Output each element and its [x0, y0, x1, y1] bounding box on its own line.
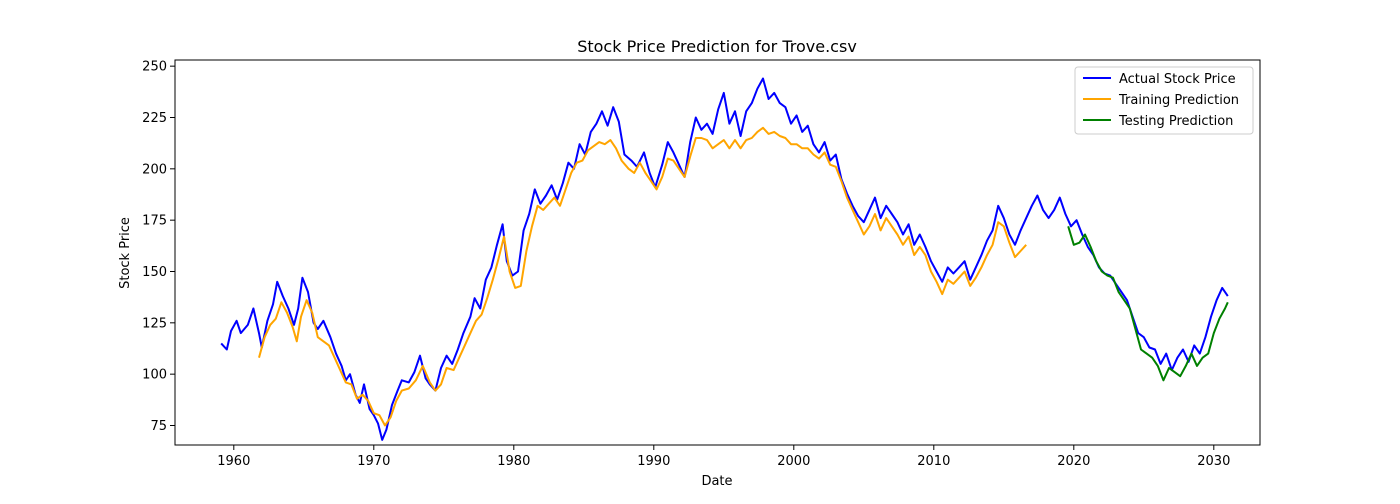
- y-tick-label: 100: [142, 368, 167, 383]
- series-line-2: [1067, 226, 1229, 382]
- y-tick-label: 175: [142, 214, 167, 229]
- y-tick-label: 75: [150, 419, 167, 434]
- y-tick-label: 200: [142, 162, 167, 177]
- y-tick-label: 250: [142, 60, 167, 75]
- y-tick-label: 225: [142, 111, 167, 126]
- x-tick-label: 1960: [217, 454, 250, 469]
- x-tick-label: 1990: [637, 454, 670, 469]
- x-tick-label: 1970: [357, 454, 390, 469]
- series-line-0: [220, 77, 1229, 441]
- y-tick-label: 125: [142, 316, 167, 331]
- legend-label-testing: Testing Prediction: [1118, 114, 1233, 129]
- plot-frame: [174, 59, 1261, 446]
- x-tick-label: 2010: [917, 454, 950, 469]
- x-axis-ticks: 1960 1970 1980 1990 2000 2010 2020 2030: [217, 445, 1230, 469]
- legend: Actual Stock Price Training Prediction T…: [1074, 66, 1254, 135]
- y-tick-label: 150: [142, 265, 167, 280]
- y-axis-label: Stock Price: [118, 217, 133, 289]
- legend-label-training: Training Prediction: [1118, 93, 1239, 108]
- x-tick-label: 2020: [1057, 454, 1090, 469]
- y-axis-ticks: 75 100 125 150 175 200 225 250: [142, 60, 175, 434]
- series-line-1: [258, 126, 1027, 427]
- x-tick-label: 2030: [1197, 454, 1230, 469]
- x-axis-label: Date: [701, 474, 732, 489]
- x-tick-label: 2000: [777, 454, 810, 469]
- legend-label-actual: Actual Stock Price: [1119, 72, 1236, 87]
- x-tick-label: 1980: [497, 454, 530, 469]
- plot-lines: [220, 77, 1229, 441]
- chart-title: Stock Price Prediction for Trove.csv: [577, 37, 857, 56]
- legend-box: [1074, 66, 1254, 135]
